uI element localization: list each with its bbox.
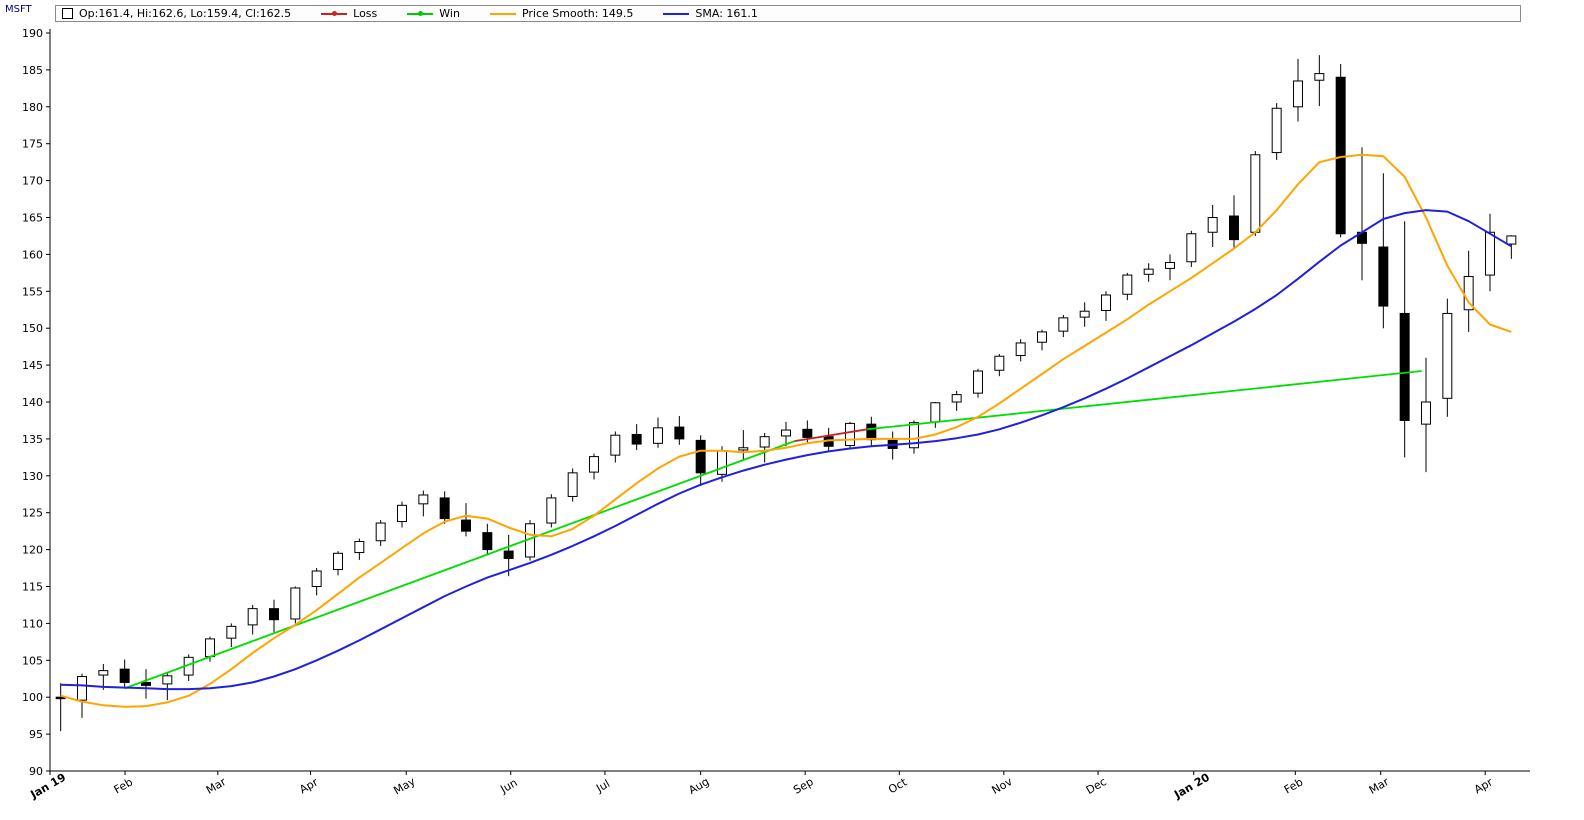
svg-text:Oct: Oct (886, 775, 910, 796)
legend-ohlc: Op:161.4, Hi:162.6, Lo:159.4, Cl:162.5 (62, 7, 291, 20)
svg-text:175: 175 (22, 138, 43, 151)
axes (49, 29, 1530, 772)
legend-sma: SMA: 161.1 (663, 7, 758, 20)
symbol-label: MSFT (5, 4, 32, 15)
svg-text:100: 100 (22, 691, 43, 704)
svg-text:Apr: Apr (297, 775, 320, 796)
svg-text:165: 165 (22, 212, 43, 225)
svg-text:105: 105 (22, 654, 43, 667)
svg-text:180: 180 (22, 101, 43, 114)
svg-text:Jun: Jun (497, 776, 519, 796)
legend-win: Win (407, 7, 460, 20)
svg-text:Dec: Dec (1084, 775, 1109, 797)
svg-text:Mar: Mar (1367, 775, 1392, 797)
svg-text:170: 170 (22, 175, 43, 188)
sma-line-icon (663, 12, 690, 15)
x-axis-labels: Jan 19 Feb Mar Apr May Jun Jul Aug Sep Oct Nov Dec J… (27, 771, 1495, 802)
candlestick-icon (62, 8, 73, 19)
svg-text:120: 120 (22, 544, 43, 557)
legend-price-smooth: Price Smooth: 149.5 (489, 7, 634, 20)
svg-text:Feb: Feb (112, 775, 135, 796)
svg-text:115: 115 (22, 581, 43, 594)
trade-lines (124, 370, 1422, 690)
svg-text:135: 135 (22, 433, 43, 446)
svg-text:125: 125 (22, 507, 43, 520)
svg-text:May: May (391, 774, 418, 797)
svg-text:185: 185 (22, 64, 43, 77)
legend-loss-label: Loss (353, 7, 378, 20)
svg-text:Feb: Feb (1282, 775, 1305, 796)
win-line-icon (407, 10, 434, 16)
svg-text:Sep: Sep (791, 775, 815, 797)
price-smooth-line (60, 153, 1512, 708)
svg-text:Mar: Mar (204, 775, 229, 797)
svg-text:Aug: Aug (686, 775, 711, 797)
legend-price-smooth-label: Price Smooth: 149.5 (521, 7, 634, 20)
legend-win-label: Win (439, 7, 460, 20)
svg-text:190: 190 (22, 27, 43, 40)
svg-text:160: 160 (22, 248, 43, 261)
price-smooth-line-icon (489, 12, 516, 15)
svg-text:110: 110 (22, 617, 43, 630)
candlestick-series (55, 55, 1517, 732)
legend-bar: Op:161.4, Hi:162.6, Lo:159.4, Cl:162.5 L… (55, 5, 1521, 22)
svg-text:Nov: Nov (990, 775, 1016, 797)
svg-text:Apr: Apr (1472, 775, 1495, 796)
svg-text:155: 155 (22, 285, 43, 298)
svg-text:140: 140 (22, 396, 43, 409)
legend-ohlc-label: Op:161.4, Hi:162.6, Lo:159.4, Cl:162.5 (79, 7, 292, 20)
svg-text:145: 145 (22, 359, 43, 372)
legend-sma-label: SMA: 161.1 (695, 7, 758, 20)
sma-line (60, 209, 1512, 691)
legend-loss: Loss (321, 7, 377, 20)
y-axis-labels: 90 95 100 105 110 115 120 125 130 135 140 145 150 155… (22, 27, 50, 778)
svg-text:90: 90 (29, 765, 43, 778)
svg-text:150: 150 (22, 322, 43, 335)
loss-line-icon (321, 10, 348, 16)
svg-text:Jul: Jul (593, 777, 612, 795)
svg-text:95: 95 (29, 728, 43, 741)
svg-text:130: 130 (22, 470, 43, 483)
svg-text:Jan 20: Jan 20 (1171, 771, 1212, 802)
